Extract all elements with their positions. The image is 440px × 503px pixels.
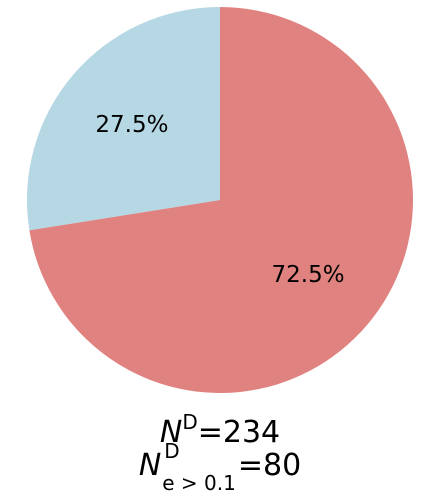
subset-count-symbol: N bbox=[138, 448, 162, 483]
pie-slice-labels: 72.5% 27.5% bbox=[95, 112, 344, 288]
pie-chart: 72.5% 27.5% bbox=[27, 7, 414, 394]
pie-slice-1 bbox=[29, 7, 414, 394]
total-count-superscript: D bbox=[182, 410, 198, 434]
subset-count-subscript: e > 0.1 bbox=[162, 471, 236, 495]
total-count-symbol: N bbox=[159, 415, 183, 450]
pie-slice-label-1: 72.5% bbox=[272, 262, 345, 288]
subset-count-value: =80 bbox=[237, 448, 302, 483]
pie-slice-2 bbox=[27, 7, 220, 231]
pie-slices bbox=[27, 7, 414, 394]
total-count-caption: ND=234 bbox=[0, 402, 440, 453]
subset-count-superscript: D bbox=[164, 439, 180, 463]
pie-slice-label-2: 27.5% bbox=[95, 112, 168, 138]
total-count-value: =234 bbox=[197, 415, 281, 450]
